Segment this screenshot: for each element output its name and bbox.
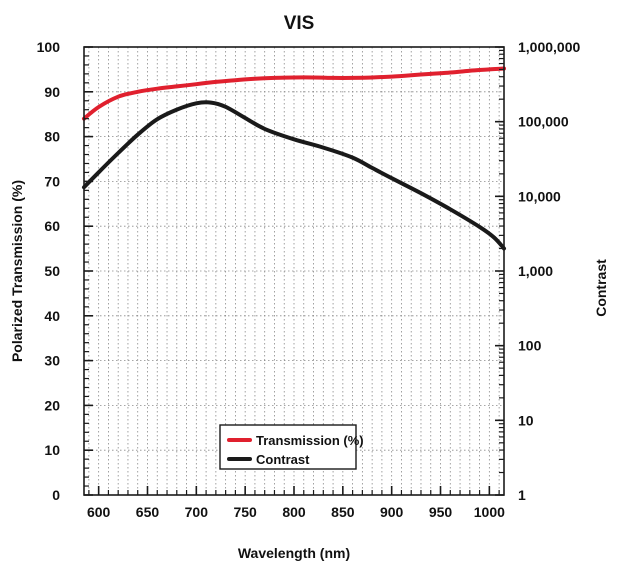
axis-ticks — [84, 46, 504, 496]
y-tick-label: 40 — [44, 308, 60, 324]
y2-tick-label: 1 — [518, 487, 526, 503]
y-tick-label: 70 — [44, 173, 60, 189]
y-tick-label: 80 — [44, 129, 60, 145]
y-tick-label: 50 — [44, 263, 60, 279]
y2-tick-label: 10,000 — [518, 188, 561, 204]
legend: Transmission (%) Contrast — [219, 424, 364, 470]
legend-label: Transmission (%) — [256, 433, 364, 448]
tick-labels: 600 650 700 750 800 850 900 950 1000 0 10 20 30 40 50 6… — [37, 39, 581, 520]
y2-tick-label: 100,000 — [518, 114, 569, 130]
y-tick-label: 0 — [52, 487, 60, 503]
y-axis-label-left: Polarized Transmission (%) — [9, 180, 25, 362]
transmission-line — [82, 66, 506, 121]
y2-tick-label: 1,000,000 — [518, 39, 580, 55]
contrast-line — [82, 100, 506, 251]
series-lines — [82, 66, 506, 251]
y2-tick-label: 100 — [518, 338, 542, 354]
x-tick-label: 750 — [233, 504, 257, 520]
y-tick-label: 100 — [37, 39, 61, 55]
x-tick-label: 600 — [87, 504, 111, 520]
y-tick-label: 20 — [44, 397, 60, 413]
gridlines — [84, 47, 504, 495]
y-tick-label: 60 — [44, 218, 60, 234]
x-axis-label: Wavelength (nm) — [238, 545, 350, 561]
x-tick-label: 900 — [380, 504, 404, 520]
y2-tick-label: 10 — [518, 412, 534, 428]
x-tick-label: 650 — [136, 504, 160, 520]
x-tick-label: 700 — [185, 504, 209, 520]
chart-title: VIS — [284, 13, 315, 34]
legend-label: Contrast — [256, 452, 310, 467]
y-tick-label: 10 — [44, 442, 60, 458]
y-tick-label: 30 — [44, 353, 60, 369]
x-tick-label: 950 — [429, 504, 453, 520]
x-tick-label: 1000 — [474, 504, 505, 520]
y-axis-label-right: Contrast — [593, 259, 609, 317]
y-tick-label: 90 — [44, 84, 60, 100]
x-tick-label: 850 — [331, 504, 355, 520]
legend-box — [219, 424, 357, 470]
x-tick-label: 800 — [282, 504, 306, 520]
y2-tick-label: 1,000 — [518, 263, 553, 279]
